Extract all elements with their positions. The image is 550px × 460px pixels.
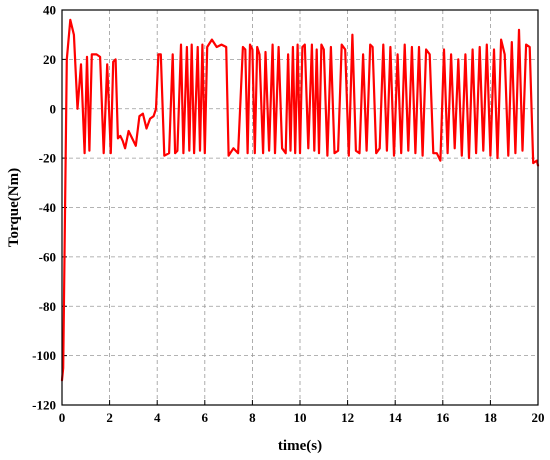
plot-frame — [61, 9, 539, 406]
x-tick-label: 2 — [106, 410, 113, 425]
x-tick-label: 6 — [202, 410, 209, 425]
x-tick-label: 14 — [389, 410, 403, 425]
x-tick-label: 4 — [154, 410, 161, 425]
y-tick-label: 40 — [43, 3, 56, 18]
tick-labels: 0 2 4 6 8 10 12 14 16 18 20 40 20 0 -20 -40 -60 -80 -100 -1… — [32, 3, 544, 426]
x-tick-label: 8 — [249, 410, 256, 425]
y-tick-label: -80 — [39, 299, 56, 314]
y-tick-label: 20 — [43, 52, 56, 67]
series-lines — [60, 18, 540, 382]
y-tick-label: -60 — [39, 249, 56, 264]
x-axis-label: time(s) — [278, 438, 322, 454]
x-tick-label: 20 — [532, 410, 545, 425]
y-axis-label: Torque(Nm) — [6, 168, 22, 247]
y-tick-label: -120 — [32, 398, 56, 413]
y-tick-label: -100 — [32, 348, 56, 363]
y-tick-label: 0 — [50, 101, 57, 116]
x-tick-label: 10 — [294, 410, 307, 425]
torque-series-line-0 — [60, 18, 540, 382]
x-tick-label: 18 — [484, 410, 498, 425]
y-tick-label: -40 — [39, 200, 56, 215]
y-tick-label: -20 — [39, 151, 56, 166]
x-tick-label: 12 — [341, 410, 354, 425]
x-tick-label: 0 — [59, 410, 66, 425]
x-tick-label: 16 — [436, 410, 450, 425]
